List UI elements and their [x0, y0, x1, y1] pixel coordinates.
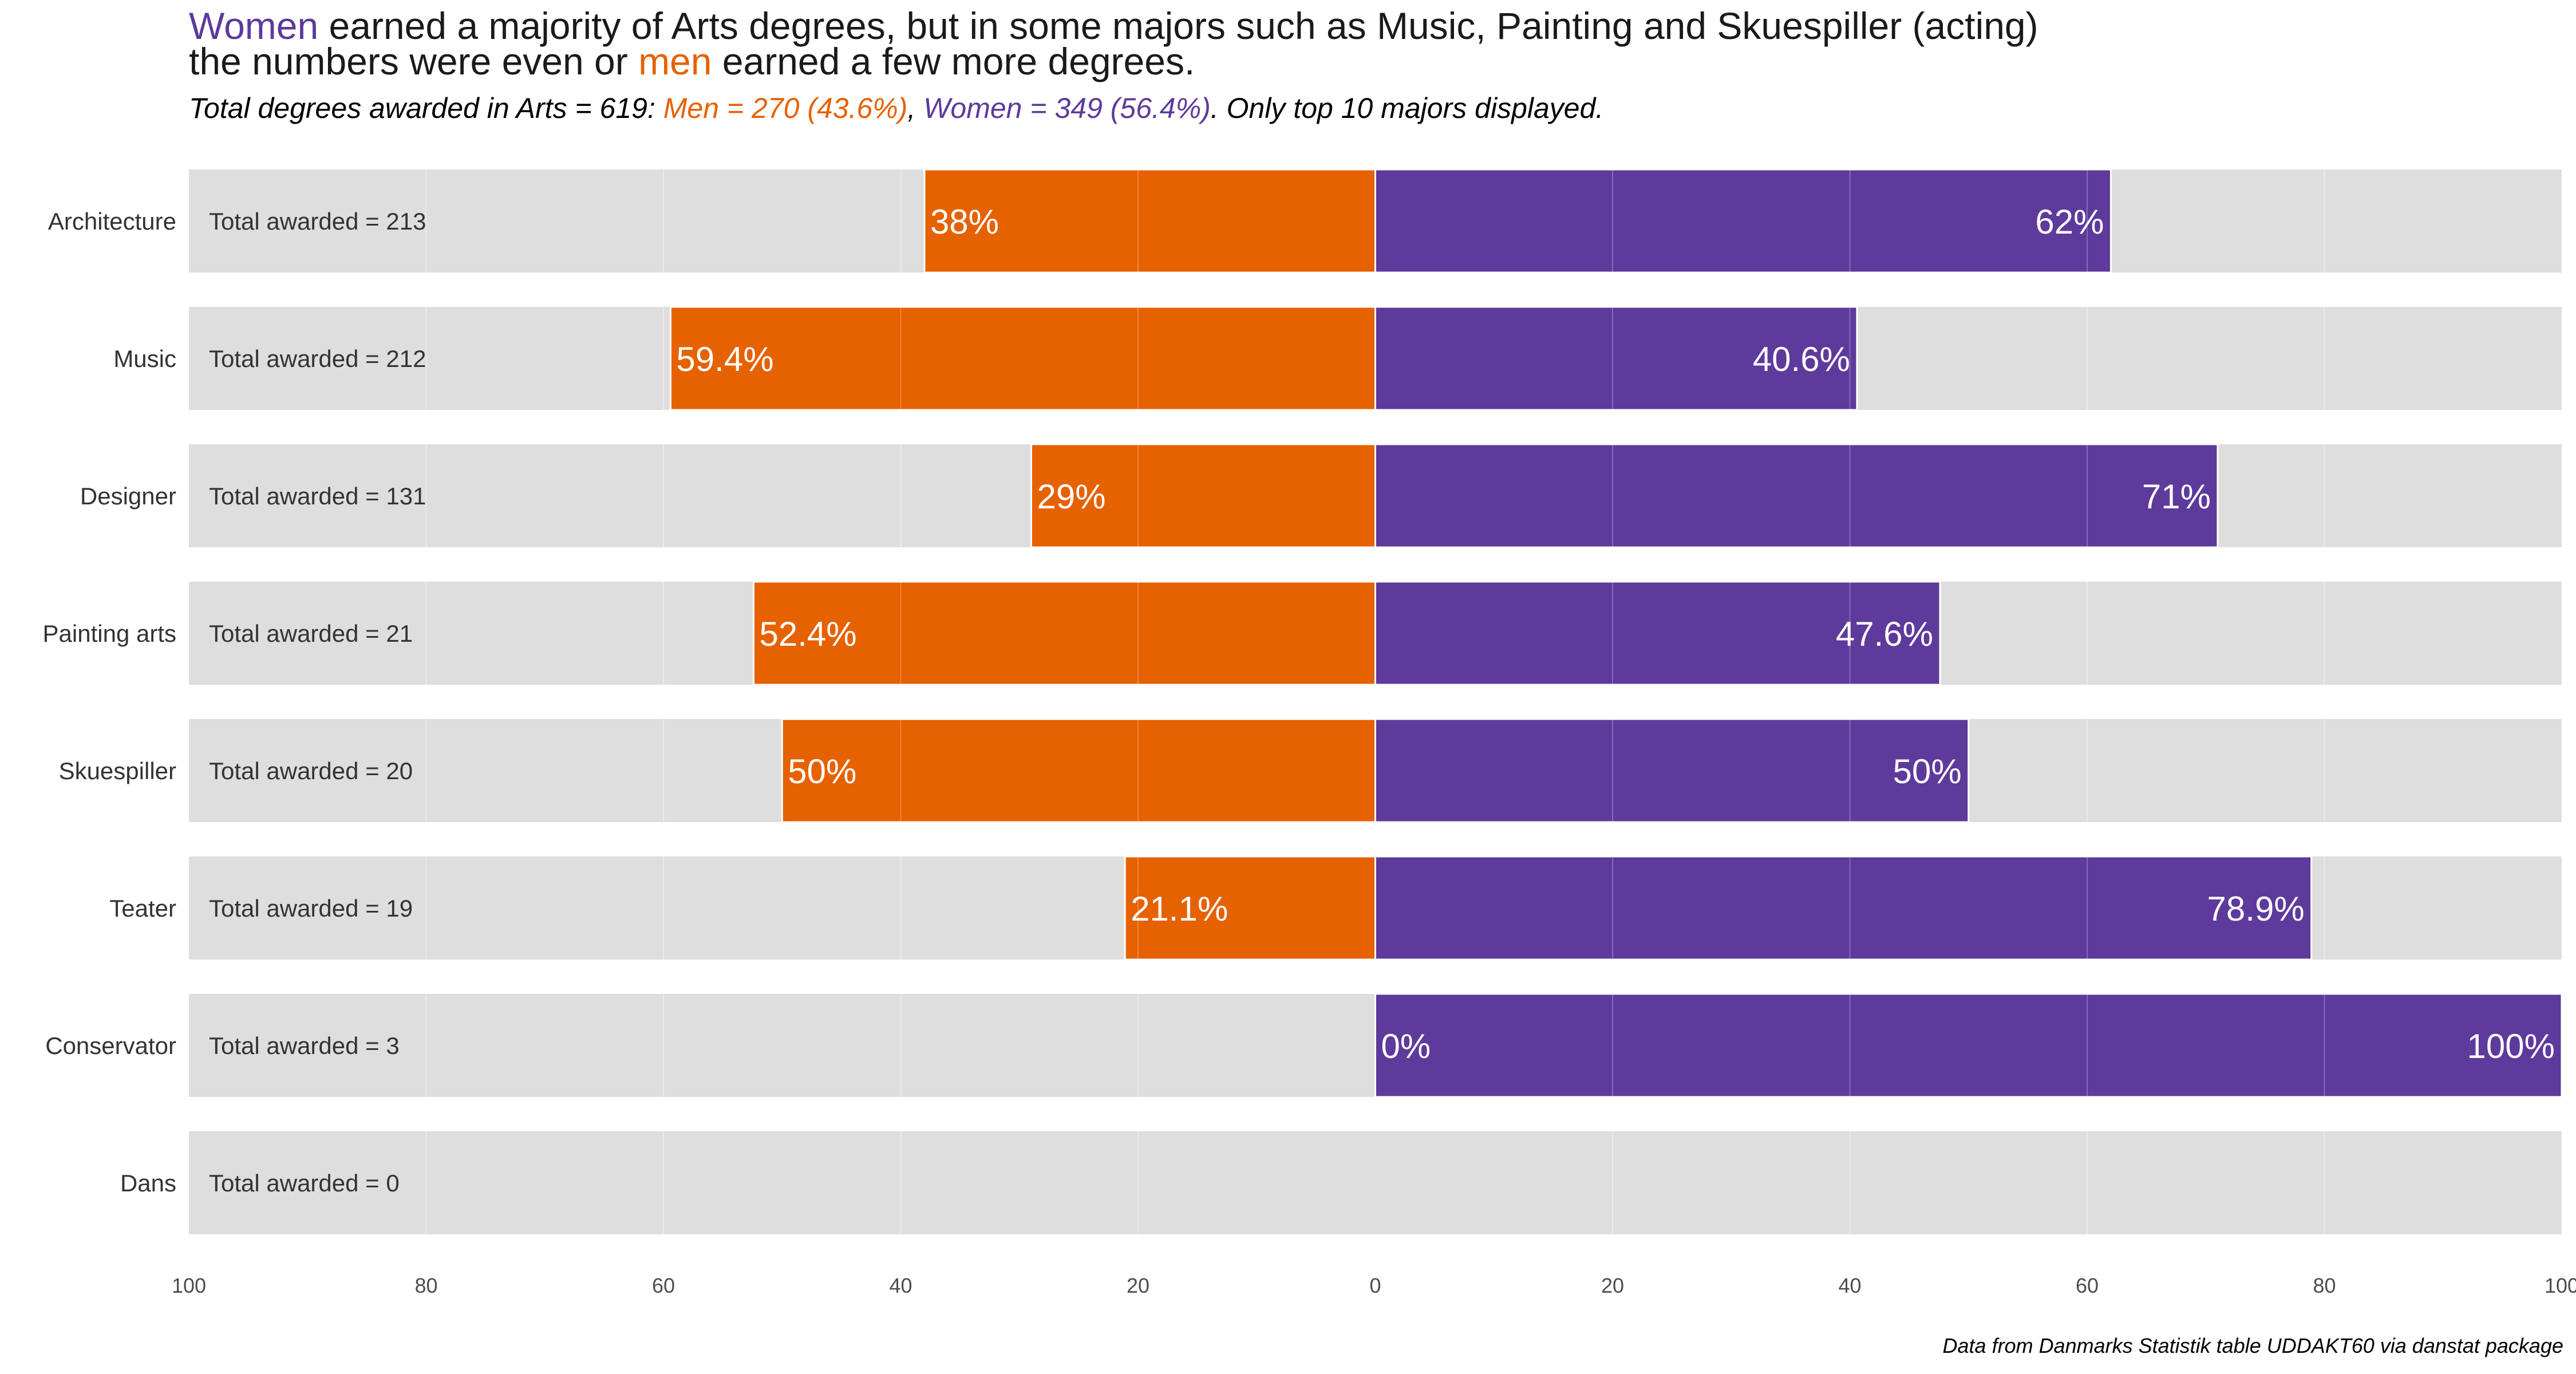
men-pct-label: 59.4% [676, 340, 773, 378]
total-label: Total awarded = 3 [209, 1032, 400, 1059]
bar-men [753, 581, 1376, 686]
women-pct-label: 78.9% [2207, 890, 2305, 928]
men-pct-label: 29% [1037, 477, 1105, 516]
total-label: Total awarded = 213 [209, 208, 426, 235]
x-tick-label: 60 [2076, 1274, 2099, 1297]
x-tick-label: 80 [414, 1274, 437, 1297]
women-pct-label: 47.6% [1836, 615, 1933, 653]
women-pct-label: 71% [2142, 477, 2211, 516]
total-label: Total awarded = 19 [209, 895, 413, 922]
subtitle-prefix: Total degrees awarded in Arts = 619: [189, 92, 663, 124]
category-label: Conservator [45, 1032, 176, 1059]
title-men-word: men [638, 40, 712, 82]
x-tick-label: 20 [1601, 1274, 1624, 1297]
category-label: Teater [109, 895, 176, 922]
men-pct-label: 0% [1381, 1027, 1431, 1065]
bar-men [923, 168, 1376, 274]
x-tick-label: 60 [652, 1274, 675, 1297]
title-line-2: the numbers were even or men earned a fe… [189, 42, 2421, 80]
women-pct-label: 100% [2467, 1027, 2555, 1065]
chart-caption: Data from Danmarks Statistik table UDDAK… [1942, 1334, 2563, 1357]
bar-men [669, 306, 1376, 411]
title-line2-end: earned a few more degrees. [712, 40, 1195, 82]
bar-women [1374, 993, 2563, 1098]
men-pct-label: 38% [930, 203, 999, 241]
row-panel [189, 1131, 2562, 1234]
subtitle-women: Women = 349 (56.4%) [923, 92, 1211, 124]
category-label: Music [113, 345, 176, 372]
women-pct-label: 62% [2035, 203, 2104, 241]
bar-men [1124, 855, 1376, 961]
total-label: Total awarded = 20 [209, 757, 413, 784]
total-label: Total awarded = 212 [209, 345, 426, 372]
subtitle-men: Men = 270 (43.6%) [663, 92, 908, 124]
category-label: Skuespiller [59, 757, 176, 784]
title-line1-rest: earned a majority of Arts degrees, but i… [318, 5, 2038, 47]
bar-women [1374, 306, 1858, 411]
men-pct-label: 21.1% [1131, 890, 1228, 928]
x-tick-label: 40 [1838, 1274, 1861, 1297]
x-tick-label: 100 [2545, 1274, 2576, 1297]
men-pct-label: 50% [788, 752, 856, 791]
category-label: Dans [120, 1170, 176, 1197]
x-tick-label: 40 [889, 1274, 912, 1297]
x-tick-label: 20 [1127, 1274, 1149, 1297]
title-women-word: Women [189, 5, 319, 47]
subtitle-sep: , [907, 92, 924, 124]
total-label: Total awarded = 21 [209, 620, 413, 647]
x-tick-label: 0 [1369, 1274, 1381, 1297]
women-pct-label: 50% [1893, 752, 1962, 791]
x-tick-label: 100 [172, 1274, 206, 1297]
total-label: Total awarded = 0 [209, 1170, 400, 1197]
bar-men [1030, 443, 1376, 548]
chart-subtitle: Total degrees awarded in Arts = 619: Men… [189, 92, 2421, 125]
bar-women [1374, 581, 1941, 686]
x-tick-label: 80 [2313, 1274, 2336, 1297]
title-line2-start: the numbers were even or [189, 40, 639, 82]
men-pct-label: 52.4% [760, 615, 857, 653]
women-pct-label: 40.6% [1753, 340, 1850, 378]
bar-women [1374, 855, 2313, 961]
total-label: Total awarded = 131 [209, 483, 426, 510]
category-label: Designer [80, 483, 176, 510]
bar-women [1374, 168, 2112, 274]
bar-women [1374, 718, 1970, 823]
title-line-1: Women earned a majority of Arts degrees,… [189, 5, 2421, 47]
category-label: Architecture [48, 208, 176, 235]
bar-women [1374, 443, 2219, 548]
subtitle-suffix: . Only top 10 majors displayed. [1210, 92, 1604, 124]
category-label: Painting arts [43, 620, 176, 647]
chart-title: Women earned a majority of Arts degrees,… [189, 5, 2421, 80]
bar-men [781, 718, 1376, 823]
